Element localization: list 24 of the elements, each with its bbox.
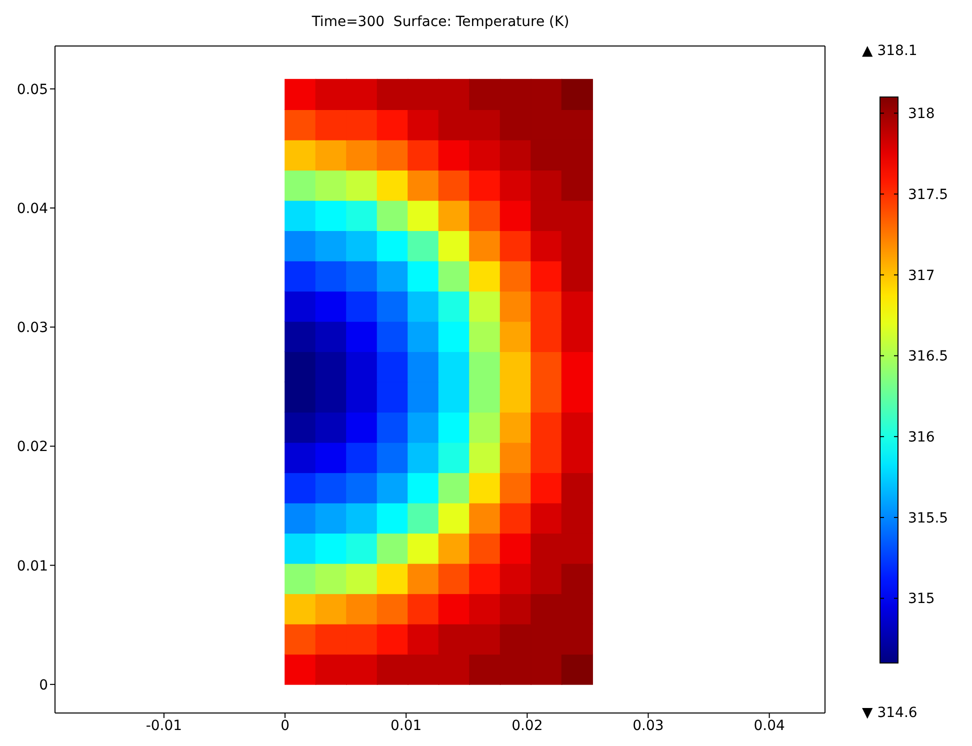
x-tick-label: 0.01 — [390, 718, 422, 734]
color-bar-label: 318 — [908, 106, 935, 122]
x-tick-label: -0.01 — [146, 718, 182, 734]
color-bar-label: 316 — [908, 430, 935, 446]
y-tick-label: 0.01 — [16, 558, 48, 574]
y-tick-label: 0.05 — [16, 82, 48, 98]
y-tick-label: 0.03 — [16, 320, 48, 336]
color-bar-label: 316.5 — [908, 348, 948, 365]
color-bar-label: 317 — [908, 268, 935, 284]
chart-title: Time=300 Surface: Temperature (K) — [310, 14, 570, 30]
color-bar-label: 317.5 — [908, 186, 948, 203]
x-tick-label: 0.04 — [754, 718, 785, 734]
y-tick-label: 0.02 — [16, 439, 48, 456]
color-bar-label: 315.5 — [908, 510, 948, 526]
color-bar-label: 315 — [908, 591, 935, 608]
text: ▲ 318.1 — [862, 43, 918, 59]
point — [561, 78, 593, 110]
point — [561, 654, 593, 685]
y-tick-label: 0 — [39, 677, 48, 694]
x-tick-label: 0.03 — [632, 718, 664, 734]
y-tick-label: 0.04 — [16, 200, 48, 217]
x-tick-label: 0 — [280, 718, 290, 734]
text: ▼ 314.6 — [862, 705, 918, 721]
x-tick-label: 0.02 — [512, 718, 543, 734]
